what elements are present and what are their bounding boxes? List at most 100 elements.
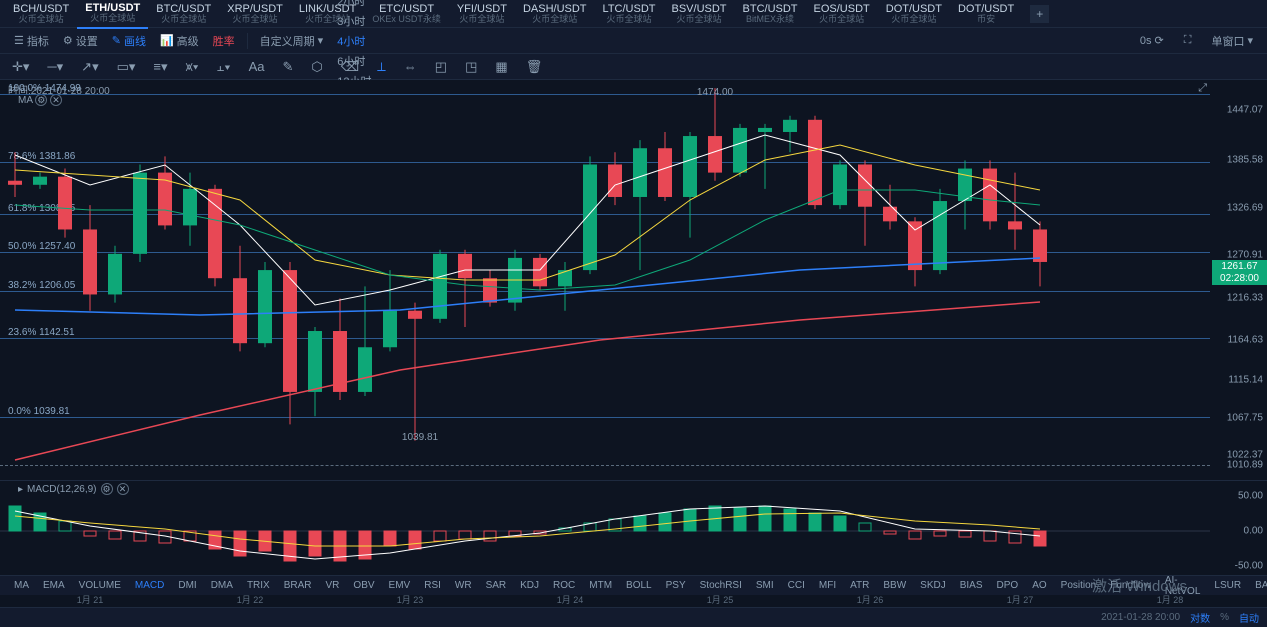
symbol-tab[interactable]: LTC/USDT火币全球站 [595, 0, 664, 28]
time-tick: 1月 24 [557, 593, 584, 606]
indicator-tab[interactable]: LSUR [1208, 579, 1247, 592]
symbol-tab[interactable]: BCH/USDT火币全球站 [5, 0, 77, 28]
ray-icon[interactable]: ↗▾ [77, 57, 102, 77]
pct-toggle[interactable]: % [1220, 612, 1229, 623]
indicator-label: 指标 [27, 33, 49, 49]
cursor-icon[interactable]: ✛▾ [8, 57, 33, 77]
measure-icon[interactable]: ⇔ [400, 57, 421, 76]
indicator-tab[interactable]: BOLL [620, 579, 658, 592]
expand-icon[interactable]: ⤢ [1198, 82, 1207, 95]
symbol-tab[interactable]: BTC/USDT火币全球站 [148, 0, 219, 28]
text-icon[interactable]: Aa [245, 57, 269, 76]
rect-icon[interactable]: ▭▾ [113, 57, 140, 77]
ruler-icon[interactable]: ⟂ [373, 57, 390, 77]
indicator-tab[interactable]: BRAR [278, 579, 318, 592]
trendline-icon[interactable]: ─▾ [43, 57, 67, 77]
indicator-tab[interactable]: StochRSI [694, 579, 748, 592]
capture-icon[interactable]: ◳ [461, 57, 481, 77]
symbol-tab[interactable]: ETH/USDT火币全球站 [77, 0, 148, 29]
symbol-tab[interactable]: DASH/USDT火币全球站 [515, 0, 595, 28]
indicator-tab[interactable]: PSY [660, 579, 692, 592]
macd-tick: -50.00 [1235, 561, 1263, 572]
indicator-tab[interactable]: EMA [37, 579, 71, 592]
macd-axis: 50.00 0.00 -50.00 [1212, 481, 1267, 576]
time-tick: 1月 22 [237, 593, 264, 606]
symbol-tab[interactable]: DOT/USDT币安 [950, 0, 1022, 28]
indicator-tab[interactable]: AO [1026, 579, 1052, 592]
window-mode[interactable]: 单窗口 ▾ [1205, 31, 1259, 51]
time-tick: 1月 27 [1007, 593, 1034, 606]
price-tick: 1447.07 [1227, 105, 1263, 116]
time-axis: 1月 211月 221月 231月 241月 251月 261月 271月 28 [0, 595, 1267, 607]
indicator-tab[interactable]: VR [320, 579, 346, 592]
symbol-tab[interactable]: XRP/USDT火币全球站 [219, 0, 291, 28]
add-tab-button[interactable]: + [1030, 5, 1049, 23]
candle-chart-svg: 1474.00 1039.81 [0, 80, 1210, 480]
indicator-tab[interactable]: MA [8, 579, 35, 592]
delete-icon[interactable]: 🗑 [522, 57, 547, 77]
grid-icon[interactable]: ▦ [491, 57, 511, 77]
log-toggle[interactable]: 对数 [1190, 610, 1210, 625]
macd-tick: 50.00 [1238, 491, 1263, 502]
hline-icon[interactable]: ≡▾ [149, 57, 171, 77]
indicator-tab[interactable]: VOLUME [73, 579, 127, 592]
time-tick: 1月 21 [77, 593, 104, 606]
indicator-tab[interactable]: WR [449, 579, 478, 592]
macd-panel[interactable]: ▸ MACD(12,26,9) ⚙ ✕ 50.00 0.00 -50.00 [0, 480, 1267, 575]
indicator-tab[interactable]: TRIX [241, 579, 276, 592]
period-option[interactable]: 2小时 [331, 0, 377, 11]
timestamp: 2021-01-28 20:00 [1101, 612, 1180, 623]
auto-toggle[interactable]: 自动 [1239, 610, 1259, 625]
zoomin-icon[interactable]: ◰ [431, 57, 451, 77]
indicator-tab[interactable]: SAR [480, 579, 513, 592]
drawing-toolbar: ✛▾ ─▾ ↗▾ ▭▾ ≡▾ ⩙▾ ⫠▾ Aa ✎ ⬡ ⌫ ⟂ ⇔ ◰ ◳ ▦ … [0, 54, 1267, 80]
pattern-icon[interactable]: ⬡ [307, 57, 326, 77]
indicator-tab[interactable]: BBW [877, 579, 912, 592]
indicator-tab[interactable]: SMI [750, 579, 780, 592]
replay-button[interactable]: 0s ⟳ [1134, 32, 1170, 49]
time-tick: 1月 23 [397, 593, 424, 606]
fullscreen-icon[interactable]: ⛶ [1178, 32, 1198, 49]
indicator-tab[interactable]: DMA [205, 579, 239, 592]
indicator-tab[interactable]: DPO [991, 579, 1025, 592]
indicator-tab[interactable]: MFI [813, 579, 842, 592]
period-option[interactable]: 3小时 [331, 11, 377, 31]
period-custom[interactable]: 自定义周期 ▾ [254, 31, 330, 51]
indicator-tab[interactable]: DMI [172, 579, 202, 592]
symbol-tab[interactable]: EOS/USDT火币全球站 [806, 0, 878, 28]
indicator-tab[interactable]: MACD [129, 579, 170, 592]
indicator-tab[interactable]: ROC [547, 579, 581, 592]
indicator-tab[interactable]: BIAS [954, 579, 989, 592]
symbol-tab[interactable]: BTC/USDTBitMEX永续 [735, 0, 806, 28]
period-option[interactable]: 4小时 [331, 31, 377, 51]
indicator-tab[interactable]: SKDJ [914, 579, 952, 592]
svg-text:1474.00: 1474.00 [697, 87, 734, 98]
indicator-tab[interactable]: BASIS [1249, 579, 1267, 592]
windows-watermark: 激活 Windows [1092, 575, 1187, 596]
time-tick: 1月 26 [857, 593, 884, 606]
indicator-tab[interactable]: CCI [782, 579, 811, 592]
drawline-button[interactable]: ✎ 画线 [106, 31, 152, 51]
fib-icon[interactable]: ⫠▾ [212, 57, 234, 77]
brush-icon[interactable]: ✎ [278, 57, 297, 77]
indicator-tab[interactable]: ATR [844, 579, 875, 592]
advanced-button[interactable]: 📊 高级 [154, 31, 205, 51]
indicator-tab[interactable]: RSI [418, 579, 447, 592]
indicator-tabs: MAEMAVOLUMEMACDDMIDMATRIXBRARVROBVEMVRSI… [0, 575, 1267, 595]
indicator-tab[interactable]: EMV [383, 579, 417, 592]
winrate-button[interactable]: 胜率 [207, 31, 241, 51]
indicator-tab[interactable]: OBV [347, 579, 380, 592]
symbol-tab[interactable]: YFI/USDT火币全球站 [449, 0, 515, 28]
symbol-tab[interactable]: BSV/USDT火币全球站 [664, 0, 735, 28]
macd-tick: 0.00 [1244, 526, 1263, 537]
indicator-button[interactable]: ☰ 指标 [8, 31, 55, 51]
pitchfork-icon[interactable]: ⩙▾ [182, 57, 203, 77]
macd-label: ▸ MACD(12,26,9) ⚙ ✕ [18, 483, 129, 495]
price-tick: 1115.14 [1228, 375, 1263, 386]
indicator-tab[interactable]: MTM [583, 579, 618, 592]
indicator-tab[interactable]: KDJ [514, 579, 545, 592]
settings-button[interactable]: ⚙ 设置 [57, 31, 104, 51]
main-chart[interactable]: 时间:2021-01-28 20:00 MA ⚙ ✕ 100.0% 1474.9… [0, 80, 1267, 480]
eraser-icon[interactable]: ⌫ [337, 57, 363, 77]
symbol-tab[interactable]: DOT/USDT火币全球站 [878, 0, 950, 28]
